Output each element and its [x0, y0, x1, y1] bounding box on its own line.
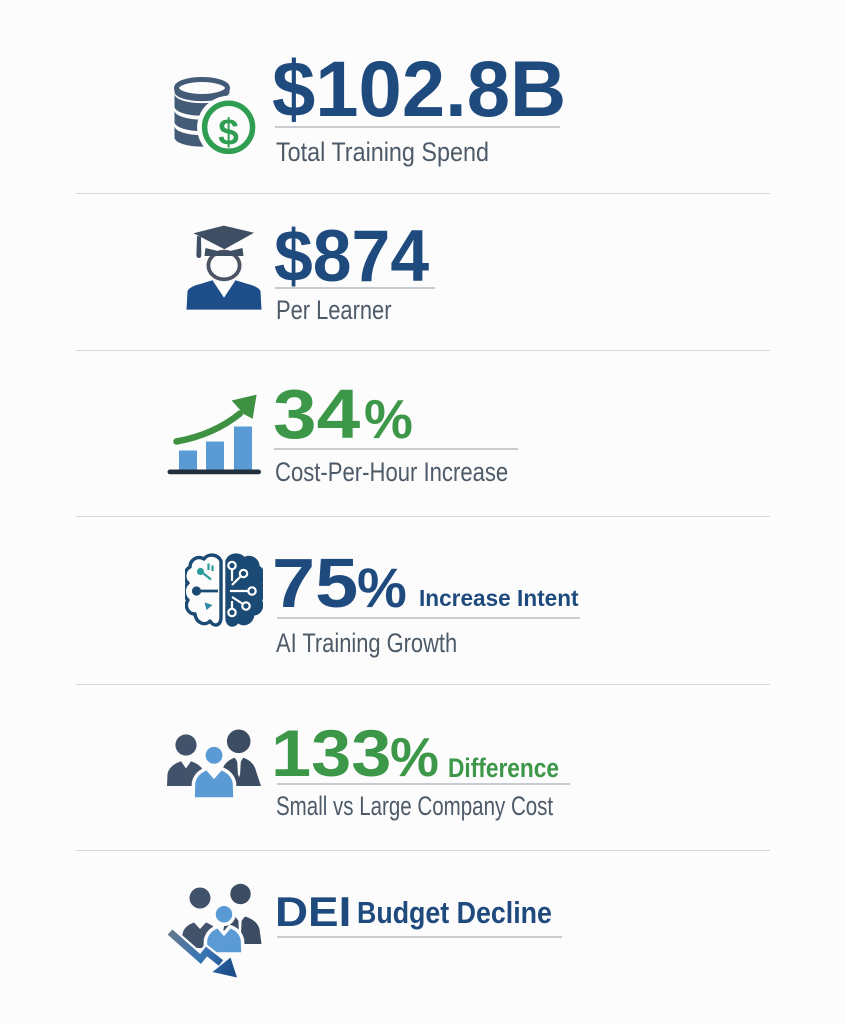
svg-text:$: $: [218, 112, 239, 153]
